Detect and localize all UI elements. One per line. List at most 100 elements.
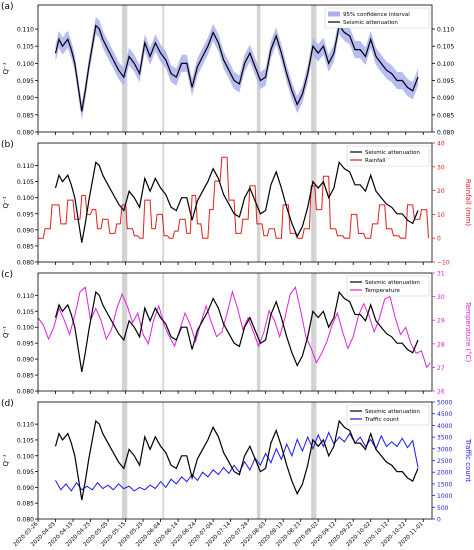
- shaded-interval-1: [122, 402, 128, 519]
- panel-d: 0.080 0.085 0.090 0.095 0.100 0.105 0.110 Q⁻¹ 0 5…: [1, 399, 472, 524]
- y-tick-label: 0.105: [17, 44, 34, 51]
- shaded-interval-1: [122, 273, 128, 391]
- right-y-tick-label: 0.090: [437, 95, 454, 102]
- right-y-tick-label: 29: [437, 318, 445, 325]
- right-y-tick-label: 0.110: [437, 27, 454, 34]
- right-y-axis-label: Rainfall (mm): [464, 179, 472, 227]
- right-y-tick-label: 0.080: [437, 130, 454, 137]
- y-tick-label: 0.085: [17, 112, 34, 119]
- series-seismic-attenuation: [54, 419, 419, 501]
- right-y-tick-label: 28: [437, 341, 445, 348]
- legend-box: [346, 145, 430, 167]
- right-y-tick-label: 27: [437, 365, 445, 372]
- right-y-tick-label: −10: [437, 260, 450, 267]
- plot-frame: [37, 4, 433, 133]
- shaded-interval-3: [256, 273, 261, 391]
- y-tick-label: 0.105: [17, 179, 34, 186]
- shaded-interval-2: [162, 143, 165, 262]
- confidence-band: [55, 17, 418, 120]
- right-y-tick-label: 1500: [437, 481, 452, 488]
- legend-entry: Temperature: [364, 288, 400, 294]
- y-tick-label: 0.105: [17, 437, 34, 444]
- legend: Seismic attenuation Rainfall: [346, 145, 430, 167]
- right-y-tick-label: 1000: [437, 493, 452, 500]
- y-tick-label: 0.085: [17, 373, 34, 380]
- right-y-axis-label: Temperature (°C): [464, 301, 472, 363]
- y-tick-label: 0.090: [17, 357, 34, 364]
- y-tick-label: 0.100: [17, 453, 34, 460]
- shaded-interval-2: [162, 273, 165, 391]
- y-tick-label: 0.080: [17, 260, 34, 267]
- panel-label: (c): [1, 270, 13, 280]
- right-y-tick-label: 2500: [437, 458, 452, 465]
- y-tick-label: 0.110: [17, 293, 34, 300]
- right-y-tick-label: 0.105: [437, 44, 454, 51]
- legend-entry: Seismic attenuation: [343, 20, 398, 26]
- y-tick-label: 0.110: [17, 27, 34, 34]
- series-rainfall: [38, 156, 429, 239]
- right-y-tick-label: 0.100: [437, 61, 454, 68]
- legend-swatch: [328, 11, 340, 17]
- series-seismic-attenuation: [54, 290, 419, 373]
- shaded-interval-3: [256, 402, 261, 519]
- y-axis-label: Q⁻¹: [2, 326, 10, 338]
- right-y-tick-label: 10: [437, 212, 445, 219]
- series-temperature: [37, 286, 431, 369]
- y-axis-label: Q⁻¹: [2, 62, 10, 74]
- legend: Seismic attenuation Traffic count: [346, 404, 430, 426]
- y-tick-label: 0.095: [17, 341, 34, 348]
- right-y-tick-label: 3000: [437, 446, 452, 453]
- right-y-tick-label: 0: [437, 517, 441, 524]
- right-y-tick-label: 0.095: [437, 78, 454, 85]
- right-y-tick-label: 500: [437, 505, 449, 512]
- legend-entry: Seismic attenuation: [365, 150, 420, 156]
- y-tick-label: 0.110: [17, 422, 34, 429]
- panel-label: (a): [1, 2, 14, 12]
- y-tick-label: 0.110: [17, 163, 34, 170]
- y-tick-label: 0.090: [17, 485, 34, 492]
- right-y-tick-label: 30: [437, 294, 445, 301]
- right-y-tick-label: 4000: [437, 423, 452, 430]
- panel-a: 0.080 0.085 0.090 0.095 0.100 0.105 0.110 Q⁻¹ 0.…: [1, 2, 454, 137]
- plot-frame: [37, 142, 433, 263]
- y-tick-label: 0.100: [17, 325, 34, 332]
- legend-entry: Traffic count: [364, 417, 400, 423]
- right-y-tick-label: 2000: [437, 470, 452, 477]
- legend-entry: Seismic attenuation: [365, 409, 420, 415]
- y-axis-label: Q⁻¹: [2, 454, 10, 466]
- panel-label: (d): [1, 399, 14, 409]
- legend-entry: Seismic attenuation: [365, 280, 420, 286]
- legend-box: [346, 404, 430, 426]
- shaded-interval-4: [311, 273, 317, 391]
- legend: Seismic attenuation Temperature: [346, 275, 430, 297]
- right-y-tick-label: 40: [437, 141, 445, 148]
- y-tick-label: 0.100: [17, 195, 34, 202]
- shaded-interval-3: [256, 143, 261, 262]
- right-y-axis-label: Traffic count: [464, 438, 472, 482]
- right-y-tick-label: 26: [437, 389, 445, 396]
- legend-box: [324, 7, 430, 29]
- y-tick-label: 0.090: [17, 95, 34, 102]
- y-tick-label: 0.080: [17, 517, 34, 524]
- series-traffic-count: [55, 431, 419, 492]
- y-tick-label: 0.095: [17, 78, 34, 85]
- y-tick-label: 0.105: [17, 309, 34, 316]
- right-y-tick-label: 3500: [437, 435, 452, 442]
- y-tick-label: 0.095: [17, 211, 34, 218]
- panel-b: 0.080 0.085 0.090 0.095 0.100 0.105 0.110 Q⁻¹ −1…: [1, 140, 472, 267]
- shaded-interval-2: [162, 5, 165, 132]
- series-seismic-attenuation: [54, 160, 419, 243]
- y-tick-label: 0.080: [17, 389, 34, 396]
- right-y-tick-label: 4500: [437, 411, 452, 418]
- right-y-tick-label: 20: [437, 188, 445, 195]
- y-tick-label: 0.080: [17, 130, 34, 137]
- y-tick-label: 0.095: [17, 469, 34, 476]
- shaded-interval-4: [311, 402, 317, 519]
- legend-box: [346, 275, 430, 297]
- right-y-tick-label: 0: [437, 236, 441, 243]
- y-tick-label: 0.090: [17, 227, 34, 234]
- legend-entry: 95% confidence interval: [343, 12, 410, 18]
- legend-entry: Rainfall: [365, 158, 386, 164]
- plot-frame: [37, 272, 433, 392]
